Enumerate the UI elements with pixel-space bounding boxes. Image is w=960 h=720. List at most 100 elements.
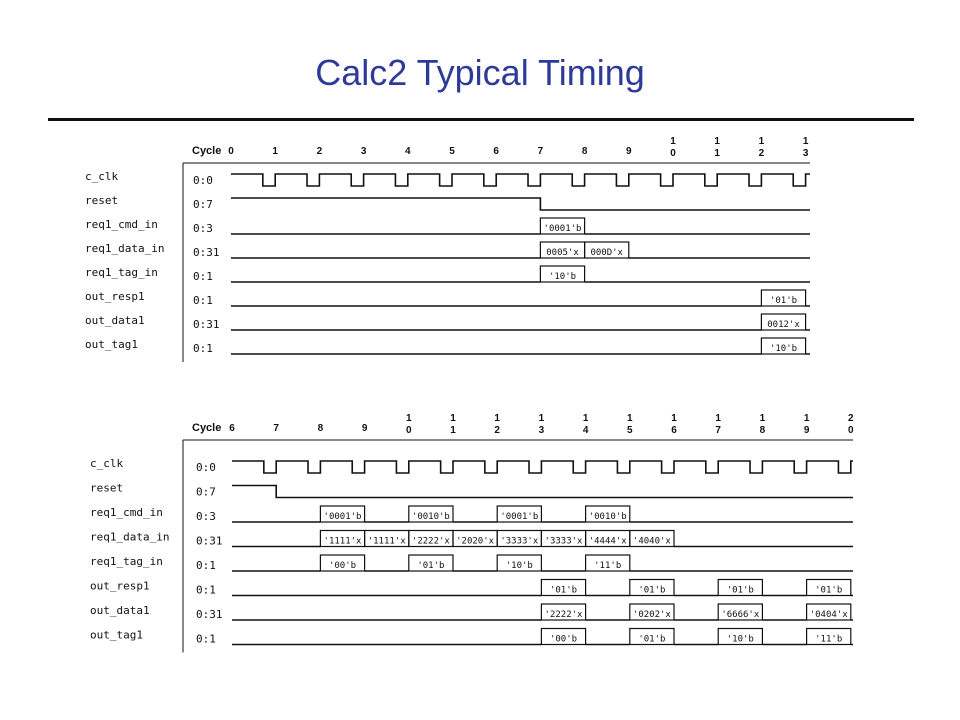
bus-value-label: '4444'x xyxy=(589,537,628,547)
bus-value-box xyxy=(540,627,587,646)
cycle-tick-label: 9 xyxy=(804,425,810,436)
bus-value-box xyxy=(805,603,852,621)
bus-value-label: '3333'x xyxy=(545,537,584,547)
reset-waveform xyxy=(231,197,810,211)
bus-value-box xyxy=(717,603,764,621)
cycle-tick-label: 8 xyxy=(582,146,588,157)
bus-value-label: 0012'x xyxy=(767,320,800,330)
bus-value-box xyxy=(319,554,366,572)
signal-name-out_data1: out_data1 xyxy=(85,314,145,327)
bus-value-box xyxy=(629,529,675,548)
cycle-tick-label: 5 xyxy=(449,146,455,157)
cycle-tick-label: 2 xyxy=(759,148,765,159)
bus-value-box xyxy=(717,627,764,646)
bus-value-label: 0005'x xyxy=(546,248,579,258)
bus-value-label: '01'b xyxy=(727,586,754,596)
cycle-tick-label: 9 xyxy=(626,146,632,157)
clock-waveform xyxy=(232,460,853,474)
cycle-tick-label: 1 xyxy=(539,413,545,424)
bus-value-label: '01'b xyxy=(770,296,797,306)
cycle-tick-label: 1 xyxy=(715,413,721,424)
cycle-tick-label: 1 xyxy=(804,413,810,424)
cycle-tick-label: 8 xyxy=(760,425,766,436)
bus-value-box xyxy=(539,217,586,235)
cycle-tick-label: 1 xyxy=(670,136,676,147)
bus-value-box xyxy=(319,505,366,523)
cycle-tick-label: 1 xyxy=(759,136,765,147)
signal-name-c_clk: c_clk xyxy=(90,457,123,470)
bus-value-label: '01'b xyxy=(550,586,577,596)
cycle-tick-label: 0 xyxy=(406,425,412,436)
bus-value-box xyxy=(760,313,807,331)
title-divider xyxy=(48,118,914,121)
cycle-tick-label: 1 xyxy=(406,413,412,424)
signal-name-req1_data_in: req1_data_in xyxy=(90,531,169,544)
bus-value-label: '0001'b xyxy=(544,224,582,234)
bus-value-box xyxy=(496,554,543,572)
bus-value-box xyxy=(805,578,852,597)
signal-name-out_tag1: out_tag1 xyxy=(90,629,143,642)
signal-width: 0:7 xyxy=(196,486,216,499)
cycle-tick-label: 1 xyxy=(714,148,720,159)
cycle-tick-label: 0 xyxy=(228,146,234,157)
signal-width: 0:1 xyxy=(196,584,216,597)
cycle-tick-label: 7 xyxy=(538,146,544,157)
bus-value-box xyxy=(408,554,454,572)
cycle-tick-label: 4 xyxy=(583,425,589,436)
cycle-tick-label: 8 xyxy=(318,423,324,434)
cycle-tick-label: 5 xyxy=(627,425,633,436)
signal-width: 0:1 xyxy=(193,294,213,307)
cycle-tick-label: 7 xyxy=(273,423,279,434)
bus-value-label: '11'b xyxy=(815,635,842,645)
bus-value-label: '0010'b xyxy=(412,512,450,522)
signal-name-req1_data_in: req1_data_in xyxy=(85,242,164,255)
bus-value-label: '0001'b xyxy=(324,512,362,522)
bus-value-label: '01'b xyxy=(638,586,665,596)
signal-width: 0:3 xyxy=(196,510,216,523)
cycle-tick-label: 7 xyxy=(715,425,721,436)
cycle-tick-label: 1 xyxy=(583,413,589,424)
cycle-tick-label: 1 xyxy=(714,136,720,147)
signal-width: 0:7 xyxy=(193,198,213,211)
signal-name-req1_cmd_in: req1_cmd_in xyxy=(90,506,163,519)
bus-value-label: '3333'x xyxy=(500,537,539,547)
signal-width: 0:31 xyxy=(196,608,223,621)
bus-value-label: '00'b xyxy=(550,635,577,645)
bus-value-label: '1111'x xyxy=(368,537,407,547)
cycle-tick-label: 1 xyxy=(803,136,809,147)
slide-title: Calc2 Typical Timing xyxy=(315,52,645,93)
cycle-tick-label: 6 xyxy=(229,423,235,434)
cycle-tick-label: 1 xyxy=(450,425,456,436)
signal-name-req1_cmd_in: req1_cmd_in xyxy=(85,218,158,231)
cycle-tick-label: 1 xyxy=(450,413,456,424)
bus-value-box xyxy=(540,578,587,597)
bus-value-label: '00'b xyxy=(329,561,356,571)
signal-width: 0:0 xyxy=(196,461,216,474)
bus-value-label: '2020'x xyxy=(456,537,495,547)
signal-name-req1_tag_in: req1_tag_in xyxy=(90,555,163,568)
cycle-tick-label: 1 xyxy=(627,413,633,424)
bus-value-box xyxy=(629,603,675,621)
cycle-header-label: Cycle xyxy=(192,422,221,434)
reset-waveform xyxy=(232,484,853,499)
bus-value-box xyxy=(496,505,543,523)
bus-value-label: '6666'x xyxy=(721,610,760,620)
bus-value-label: '01'b xyxy=(638,635,665,645)
signal-width: 0:31 xyxy=(193,318,220,331)
cycle-tick-label: 9 xyxy=(362,423,368,434)
bus-value-label: '1111'x xyxy=(324,537,363,547)
bus-value-label: '10'b xyxy=(727,635,754,645)
signal-width: 0:3 xyxy=(193,222,213,235)
bus-value-label: '10'b xyxy=(549,272,576,282)
signal-name-out_data1: out_data1 xyxy=(90,604,150,617)
signal-name-out_resp1: out_resp1 xyxy=(90,580,150,593)
cycle-header-label: Cycle xyxy=(192,145,221,157)
signal-name-reset: reset xyxy=(90,482,123,495)
bus-value-label: '0404'x xyxy=(810,610,849,620)
cycle-tick-label: 3 xyxy=(803,148,809,159)
cycle-tick-label: 3 xyxy=(361,146,367,157)
bus-value-label: '4040'x xyxy=(633,537,672,547)
bus-value-label: '10'b xyxy=(770,344,797,354)
signal-name-req1_tag_in: req1_tag_in xyxy=(85,266,158,279)
